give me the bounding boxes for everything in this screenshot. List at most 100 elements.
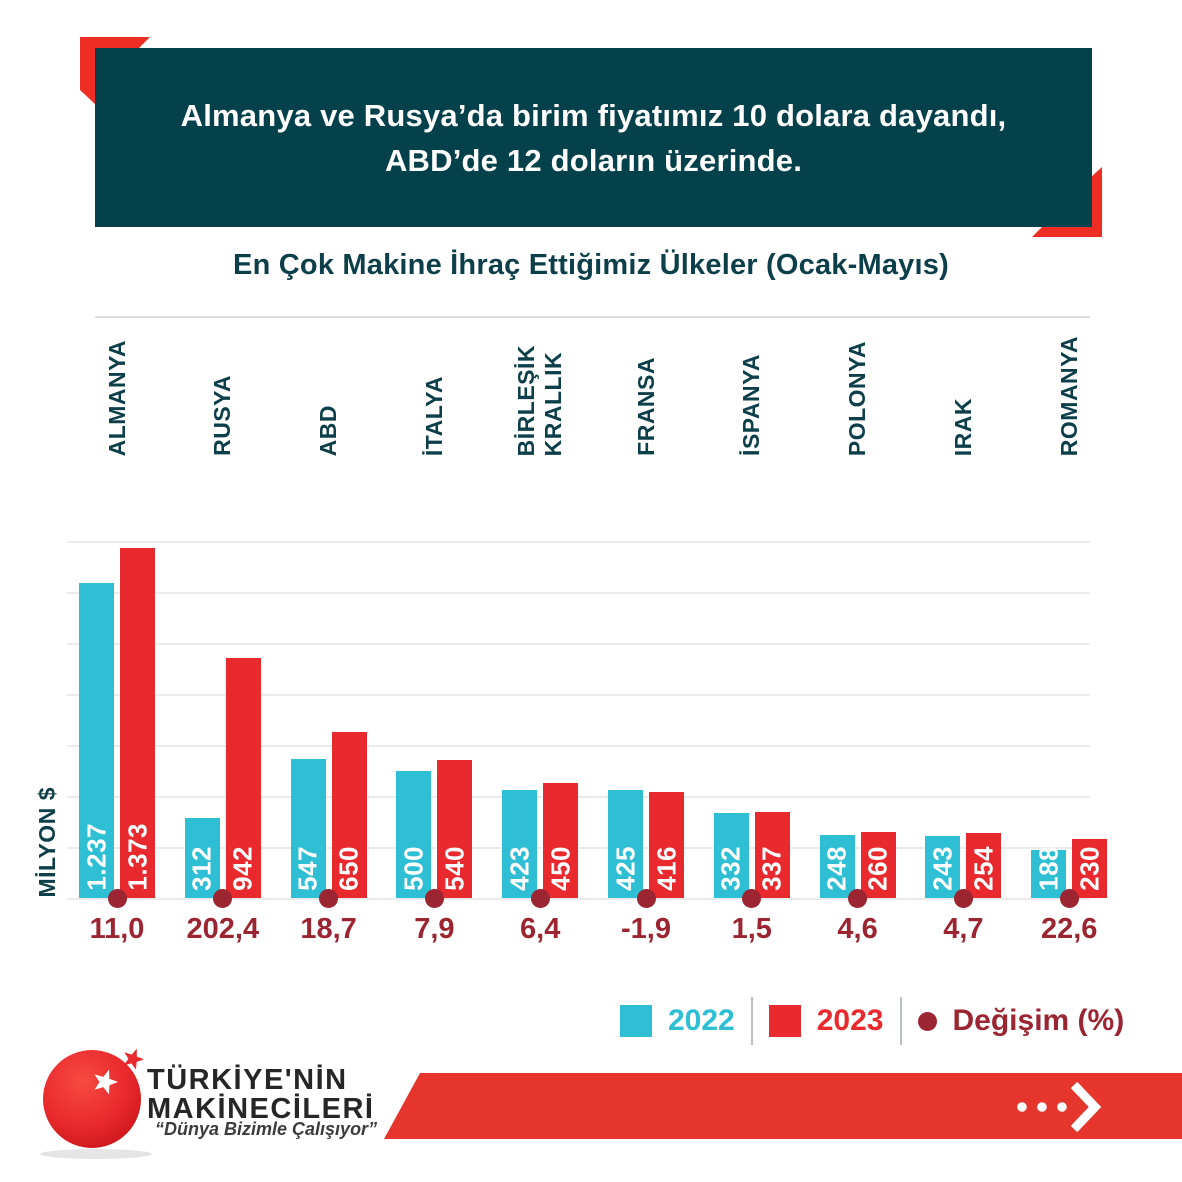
bar-value-label: 423 (504, 846, 535, 891)
axis-label-5: FRANSA (586, 330, 706, 456)
change-marker-dot (742, 888, 762, 908)
change-value-label: 4,7 (943, 913, 984, 945)
bar-value-label: 547 (292, 846, 323, 891)
bar-value-label: 248 (821, 846, 852, 891)
bar-value-label: 942 (227, 846, 258, 891)
axis-label-text: FRANSA (632, 357, 659, 456)
bar-value-label: 337 (756, 846, 787, 891)
more-arrow-icon[interactable] (992, 1073, 1112, 1139)
legend-label-change: Değişim (%) (952, 1004, 1125, 1037)
logo-white-star-icon (94, 1069, 119, 1095)
bar-2022-7: 248 (819, 835, 855, 898)
logo-small-red-star-icon (123, 1048, 145, 1070)
legend-swatch-2022 (620, 1005, 652, 1037)
chart-title: En Çok Makine İhraç Ettiğimiz Ülkeler (O… (233, 249, 949, 281)
axis-label-3: İTALYA (374, 330, 494, 456)
legend-label-2022: 2022 (668, 1004, 735, 1037)
bar-2022-0: 1.237 (79, 583, 114, 898)
change-marker-dot (848, 888, 868, 908)
logo-red-ball (43, 1050, 141, 1148)
legend-label-2023: 2023 (816, 1004, 884, 1037)
change-marker-dot (319, 888, 339, 908)
bar-2023-2: 650 (331, 732, 367, 898)
brand-logo-icon (40, 1048, 152, 1159)
brand-tagline: “Dünya Bizimle Çalışıyor” (155, 1119, 378, 1139)
change-value-label: 22,6 (1040, 913, 1098, 945)
gridline (67, 694, 1090, 696)
axis-label-2: ABD (269, 330, 389, 456)
axis-label-1: RUSYA (163, 330, 283, 456)
change-marker-dot (213, 888, 233, 908)
bar-2022-2: 547 (290, 759, 326, 898)
gridline (67, 643, 1090, 645)
axis-label-text: RUSYA (209, 375, 236, 456)
bar-value-label: 500 (398, 846, 429, 891)
bar-value-label: 332 (715, 846, 746, 891)
bar-2022-9: 188 (1031, 846, 1067, 898)
axis-label-6: İSPANYA (692, 330, 812, 456)
change-marker-dot (953, 888, 973, 908)
header-banner: Almanya ve Rusya’da birim fiyatımız 10 d… (95, 48, 1092, 227)
axis-label-text: İSPANYA (738, 354, 765, 456)
brand-name-line1: TÜRKİYE'NİN (147, 1064, 348, 1096)
axis-label-text: ROMANYA (1055, 335, 1082, 456)
bar-value-label: 650 (333, 846, 364, 891)
legend-swatch-2023 (768, 1005, 801, 1037)
change-marker-dot (424, 888, 444, 908)
bar-2022-8: 243 (925, 836, 961, 898)
legend-divider (899, 997, 902, 1045)
bar-value-label: 416 (651, 846, 681, 891)
logo-shadow (40, 1149, 152, 1159)
change-value-label: 6,4 (520, 913, 561, 945)
axis-label-text: IRAK (949, 397, 976, 456)
change-marker-dot (1059, 888, 1079, 908)
bar-2023-9: 230 (1072, 839, 1108, 898)
bar-value-label: 312 (186, 846, 217, 891)
bar-value-label: 243 (927, 846, 958, 891)
gridline (67, 898, 1090, 900)
axis-label-text: ALMANYA (103, 339, 130, 456)
axis-label-8: IRAK (903, 330, 1023, 456)
bar-2023-3: 540 (437, 760, 473, 898)
axis-label-7: POLONYA (798, 330, 918, 456)
axis-label-0: ALMANYA (57, 330, 177, 456)
gridline (67, 541, 1090, 543)
change-value-label: 11,0 (89, 913, 145, 945)
axis-label-9: ROMANYA (1009, 330, 1129, 456)
bar-2023-1: 942 (225, 658, 261, 898)
bar-value-label: 1.237 (81, 823, 111, 891)
change-value-label: 4,6 (837, 913, 878, 945)
gridline (67, 796, 1090, 798)
bar-2023-8: 254 (966, 833, 1002, 898)
axis-label-text: İTALYA (420, 375, 447, 456)
change-value-label: 202,4 (186, 913, 260, 945)
change-value-label: 18,7 (300, 913, 357, 945)
change-value-label: 1,5 (731, 913, 772, 945)
header-title-line2: ABD’de 12 doların üzerinde. (384, 142, 803, 178)
bar-2022-6: 332 (713, 813, 749, 898)
axis-label-4: BİRLEŞİK KRALLIK (480, 330, 600, 456)
bar-2023-7: 260 (860, 832, 896, 898)
legend-change-dot-icon (917, 1011, 937, 1031)
bar-2022-5: 425 (608, 790, 643, 898)
axis-label-text: POLONYA (844, 340, 871, 456)
gridline (67, 745, 1090, 747)
bar-value-label: 260 (862, 846, 893, 891)
y-axis-label: MİLYON $ (33, 787, 60, 898)
footer-banner (384, 1073, 1182, 1139)
gridline (67, 847, 1090, 849)
title-divider (95, 316, 1090, 318)
bar-value-label: 254 (968, 846, 999, 891)
axis-label-text: ABD (315, 404, 342, 456)
change-marker-dot (107, 888, 127, 908)
chart-legend: 2022 2023 Değişim (%) (620, 996, 1124, 1046)
legend-divider (750, 997, 753, 1045)
bar-value-label: 188 (1033, 846, 1064, 891)
axis-label-text: BİRLEŞİK KRALLIK (513, 344, 567, 456)
bar-2023-0: 1.373 (120, 548, 155, 898)
brand-name-line2: MAKİNECİLERİ (147, 1093, 375, 1125)
bar-2023-6: 337 (754, 812, 790, 898)
bar-2022-1: 312 (184, 818, 220, 898)
